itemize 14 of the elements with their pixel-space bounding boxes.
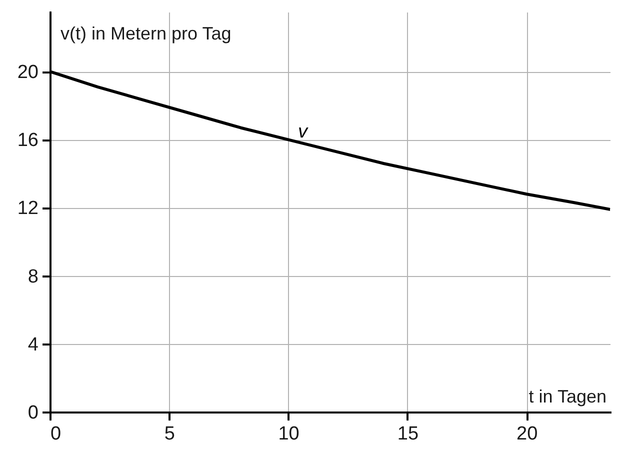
y-tick-label: 8	[28, 266, 38, 288]
x-axis-title: t in Tagen	[528, 386, 606, 406]
y-axis-title: v(t) in Metern pro Tag	[60, 24, 232, 44]
y-tick-label: 4	[28, 334, 39, 356]
x-tick-label: 20	[516, 424, 538, 444]
x-tick-label: 0	[50, 424, 62, 444]
series-label: v	[298, 122, 309, 143]
x-tick-label: 15	[397, 424, 419, 444]
y-tick-label: 0	[28, 402, 38, 424]
x-tick-label: 10	[278, 424, 300, 444]
y-tick-label: 16	[17, 130, 38, 152]
y-tick-label: 12	[17, 198, 38, 220]
y-tick-label: 20	[17, 62, 38, 84]
x-tick-label: 5	[164, 424, 175, 444]
